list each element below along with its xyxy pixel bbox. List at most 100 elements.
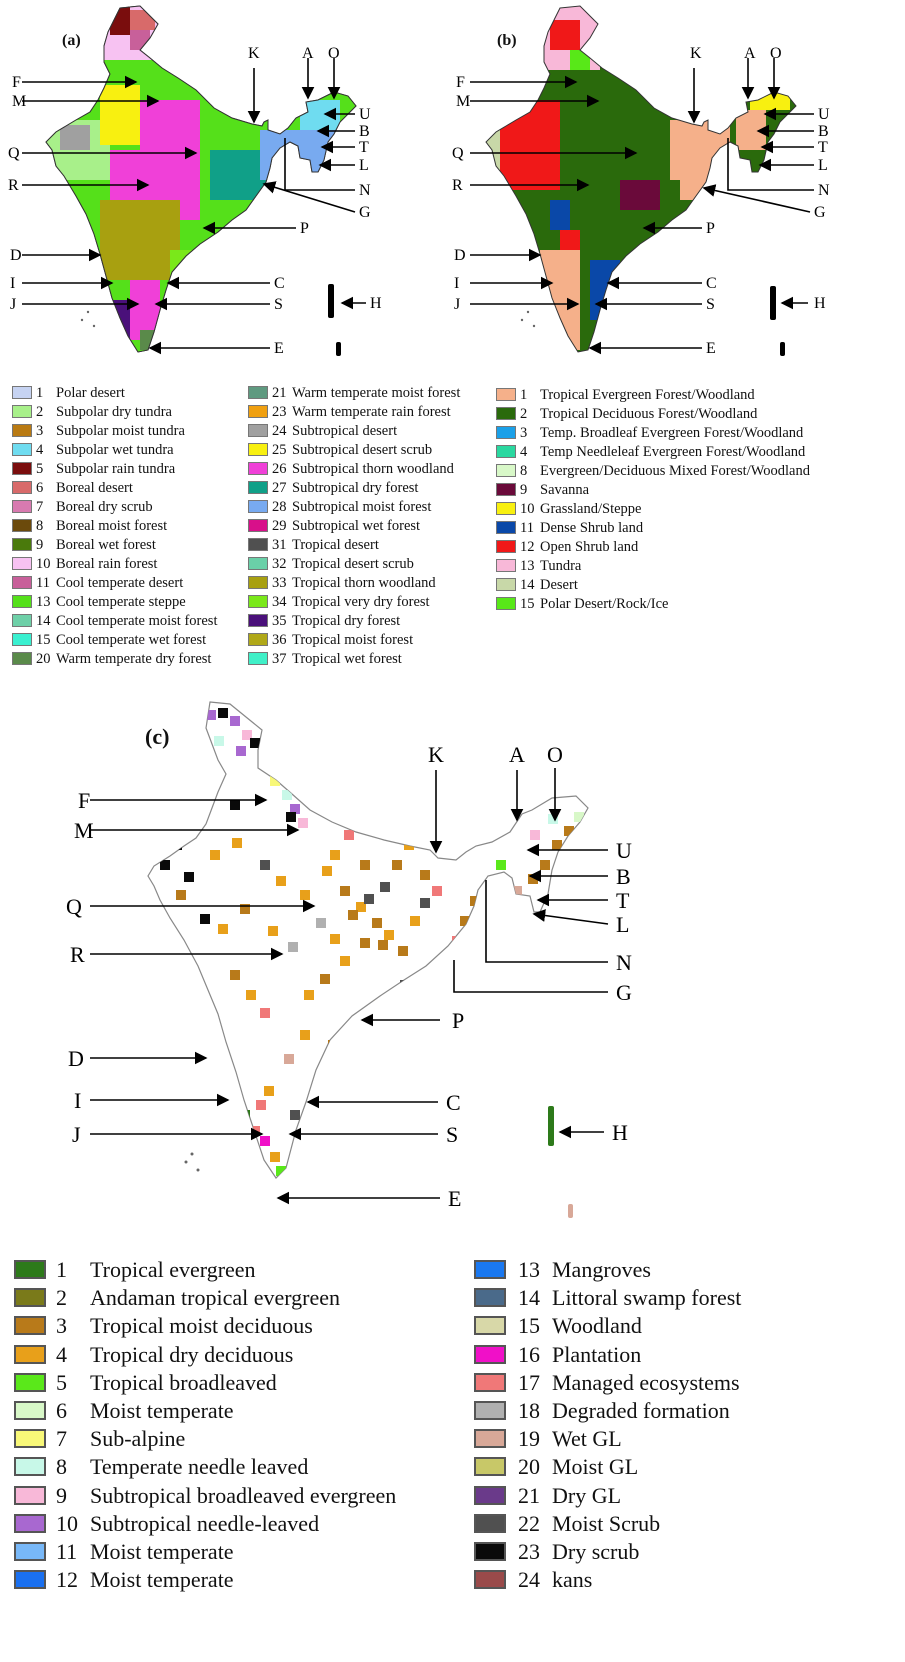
legend-number: 10 — [36, 556, 51, 572]
arrow-label: M — [12, 93, 26, 110]
legend-c-right: 13 Mangroves 14 Littoral swamp forest 15 Wood… — [474, 1256, 741, 1594]
map-cell — [184, 872, 194, 882]
legend-number: 6 — [56, 1397, 67, 1423]
legend-swatch — [12, 462, 32, 475]
legend-item: 2 Subpolar dry tundra — [12, 403, 217, 422]
legend-swatch — [248, 614, 268, 627]
legend-number: 11 — [36, 575, 50, 591]
legend-label: Tropical moist deciduous — [90, 1313, 313, 1339]
legend-item: 31 Tropical desert — [248, 536, 460, 555]
legend-number: 13 — [520, 558, 535, 574]
legend-label: Boreal desert — [56, 480, 133, 496]
map-cell — [360, 860, 370, 870]
map-cell — [410, 916, 420, 926]
legend-item: 4 Subpolar wet tundra — [12, 441, 217, 460]
legend-number: 36 — [272, 632, 287, 648]
map-cell — [470, 896, 480, 906]
map-cell — [214, 736, 224, 746]
legend-swatch — [12, 538, 32, 551]
arrow-label: M — [456, 93, 470, 110]
map-cell — [304, 990, 314, 1000]
arrow-label: A — [744, 45, 756, 62]
map-cell — [330, 850, 340, 860]
map-cell — [384, 930, 394, 940]
legend-number: 11 — [520, 520, 534, 536]
map-cell — [268, 926, 278, 936]
legend-number: 28 — [272, 499, 287, 515]
legend-label: Polar desert — [56, 385, 125, 401]
legend-label: Moist GL — [552, 1454, 639, 1480]
legend-label: Tropical broadleaved — [90, 1369, 277, 1395]
legend-swatch — [474, 1288, 506, 1308]
legend-swatch — [496, 502, 516, 515]
map-cell — [298, 818, 308, 828]
map-c — [147, 701, 589, 1179]
legend-number: 2 — [520, 406, 528, 422]
map-cell — [552, 840, 562, 850]
legend-item: 5 Subpolar rain tundra — [12, 460, 217, 479]
map-cell — [364, 894, 374, 904]
legend-swatch — [474, 1457, 506, 1477]
arrow-label: O — [547, 742, 563, 767]
legend-item: 3 Subpolar moist tundra — [12, 422, 217, 441]
map-cell — [398, 946, 408, 956]
legend-number: 31 — [272, 537, 287, 553]
legend-number: 1 — [56, 1257, 67, 1282]
legend-number: 3 — [36, 423, 44, 439]
legend-item: 18 Degraded formation — [474, 1397, 741, 1425]
legend-label: Tropical Deciduous Forest/Woodland — [540, 406, 758, 422]
arrow-label: J — [72, 1122, 81, 1147]
legend-swatch — [474, 1372, 506, 1392]
legend-number: 34 — [272, 594, 287, 610]
legend-item: 2 Tropical Deciduous Forest/Woodland — [496, 405, 810, 424]
map-cell — [290, 804, 300, 814]
arrow-label: J — [454, 296, 460, 313]
legend-swatch — [248, 595, 268, 608]
map-b — [485, 5, 797, 353]
legend-number: 14 — [518, 1285, 540, 1311]
map-cell — [260, 1008, 270, 1018]
legend-number: 7 — [56, 1426, 67, 1452]
map-cell — [282, 790, 292, 800]
map-cell — [290, 1110, 300, 1120]
legend-b: 1 Tropical Evergreen Forest/Woodland 2 Trop… — [496, 386, 810, 614]
arrow-label: T — [359, 139, 369, 156]
legend-swatch — [248, 538, 268, 551]
arrow-label: G — [616, 980, 632, 1005]
legend-label: Polar Desert/Rock/Ice — [540, 596, 669, 612]
legend-label: Boreal dry scrub — [56, 499, 153, 515]
arrow-label: H — [814, 295, 826, 312]
legend-swatch — [14, 1513, 46, 1533]
legend-number: 33 — [272, 575, 287, 591]
map-cell — [300, 1030, 310, 1040]
legend-number: 29 — [272, 518, 287, 534]
legend-number: 26 — [272, 461, 287, 477]
legend-swatch — [12, 405, 32, 418]
map-cell — [496, 860, 506, 870]
arrow-label: R — [8, 177, 19, 194]
map-cell — [432, 886, 442, 896]
legend-label: Cool temperate moist forest — [56, 613, 218, 629]
legend-number: 4 — [56, 1341, 67, 1367]
map-cell — [564, 826, 574, 836]
map-cell — [340, 956, 350, 966]
arrow-label: N — [359, 182, 371, 199]
legend-label: Moist temperate — [90, 1538, 234, 1564]
legend-swatch — [474, 1429, 506, 1449]
legend-item: 28 Subtropical moist forest — [248, 498, 460, 517]
arrow-label: C — [706, 275, 717, 292]
legend-item: 12 Open Shrub land — [496, 538, 810, 557]
map-cell — [316, 918, 326, 928]
legend-item: 10 Subtropical needle-leaved — [14, 1510, 396, 1538]
legend-item: 20 Warm temperate dry forest — [12, 650, 217, 669]
legend-swatch — [12, 443, 32, 456]
legend-label: Warm temperate rain forest — [292, 404, 451, 420]
legend-label: Woodland — [552, 1313, 642, 1339]
legend-label: Subtropical dry forest — [292, 480, 419, 496]
legend-swatch — [474, 1316, 506, 1336]
legend-swatch — [496, 578, 516, 591]
legend-swatch — [12, 386, 32, 399]
legend-item: 9 Subtropical broadleaved evergreen — [14, 1482, 396, 1510]
map-cell — [284, 1054, 294, 1064]
